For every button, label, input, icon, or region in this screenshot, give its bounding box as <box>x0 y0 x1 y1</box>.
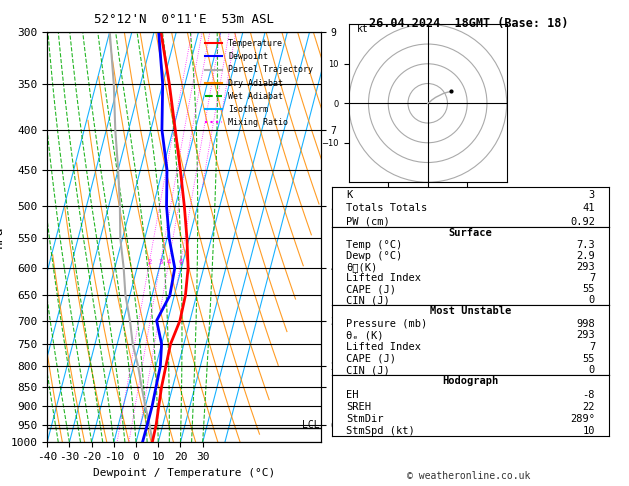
Text: Most Unstable: Most Unstable <box>430 306 511 315</box>
Text: Lifted Index: Lifted Index <box>346 342 421 352</box>
Text: 55: 55 <box>582 284 595 294</box>
Text: 26.04.2024  18GMT (Base: 18): 26.04.2024 18GMT (Base: 18) <box>369 17 569 30</box>
Text: PW (cm): PW (cm) <box>346 217 390 226</box>
Text: © weatheronline.co.uk: © weatheronline.co.uk <box>407 471 530 481</box>
Text: 7: 7 <box>589 342 595 352</box>
Title: 52°12'N  0°11'E  53m ASL: 52°12'N 0°11'E 53m ASL <box>94 13 274 26</box>
Text: Lifted Index: Lifted Index <box>346 273 421 283</box>
Text: 2.9: 2.9 <box>576 251 595 261</box>
Text: Dewp (°C): Dewp (°C) <box>346 251 402 261</box>
Text: Totals Totals: Totals Totals <box>346 203 427 213</box>
Text: SREH: SREH <box>346 402 371 412</box>
Text: 2: 2 <box>147 260 152 265</box>
Text: CIN (J): CIN (J) <box>346 365 390 376</box>
Text: 3: 3 <box>589 190 595 200</box>
Text: -8: -8 <box>582 390 595 399</box>
Text: CAPE (J): CAPE (J) <box>346 284 396 294</box>
Text: θₑ (K): θₑ (K) <box>346 330 384 340</box>
Text: Surface: Surface <box>448 227 493 238</box>
Text: LCL: LCL <box>302 420 320 430</box>
Text: 22: 22 <box>582 402 595 412</box>
Text: K: K <box>346 190 352 200</box>
Text: 7.3: 7.3 <box>576 240 595 250</box>
Text: 0.92: 0.92 <box>570 217 595 226</box>
Text: 3: 3 <box>159 260 163 265</box>
Text: 7: 7 <box>589 273 595 283</box>
Text: 41: 41 <box>582 203 595 213</box>
Text: EH: EH <box>346 390 359 399</box>
Text: CAPE (J): CAPE (J) <box>346 354 396 364</box>
Text: 0: 0 <box>589 295 595 305</box>
Text: 4: 4 <box>167 260 171 265</box>
Text: StmSpd (kt): StmSpd (kt) <box>346 426 415 436</box>
Text: 293: 293 <box>576 262 595 272</box>
Text: kt: kt <box>357 24 369 34</box>
Text: Hodograph: Hodograph <box>442 376 499 386</box>
Text: θᴇ(K): θᴇ(K) <box>346 262 377 272</box>
Text: 6: 6 <box>179 260 183 265</box>
Text: Temp (°C): Temp (°C) <box>346 240 402 250</box>
Text: 998: 998 <box>576 318 595 329</box>
Text: 293: 293 <box>576 330 595 340</box>
Text: 0: 0 <box>589 365 595 376</box>
Text: Pressure (mb): Pressure (mb) <box>346 318 427 329</box>
Text: 55: 55 <box>582 354 595 364</box>
X-axis label: Dewpoint / Temperature (°C): Dewpoint / Temperature (°C) <box>93 468 275 478</box>
Legend: Temperature, Dewpoint, Parcel Trajectory, Dry Adiabat, Wet Adiabat, Isotherm, Mi: Temperature, Dewpoint, Parcel Trajectory… <box>202 36 316 130</box>
Y-axis label: hPa: hPa <box>0 226 5 248</box>
Text: 289°: 289° <box>570 414 595 424</box>
Y-axis label: km
ASL: km ASL <box>353 228 376 246</box>
Text: 10: 10 <box>582 426 595 436</box>
Text: StmDir: StmDir <box>346 414 384 424</box>
Text: CIN (J): CIN (J) <box>346 295 390 305</box>
